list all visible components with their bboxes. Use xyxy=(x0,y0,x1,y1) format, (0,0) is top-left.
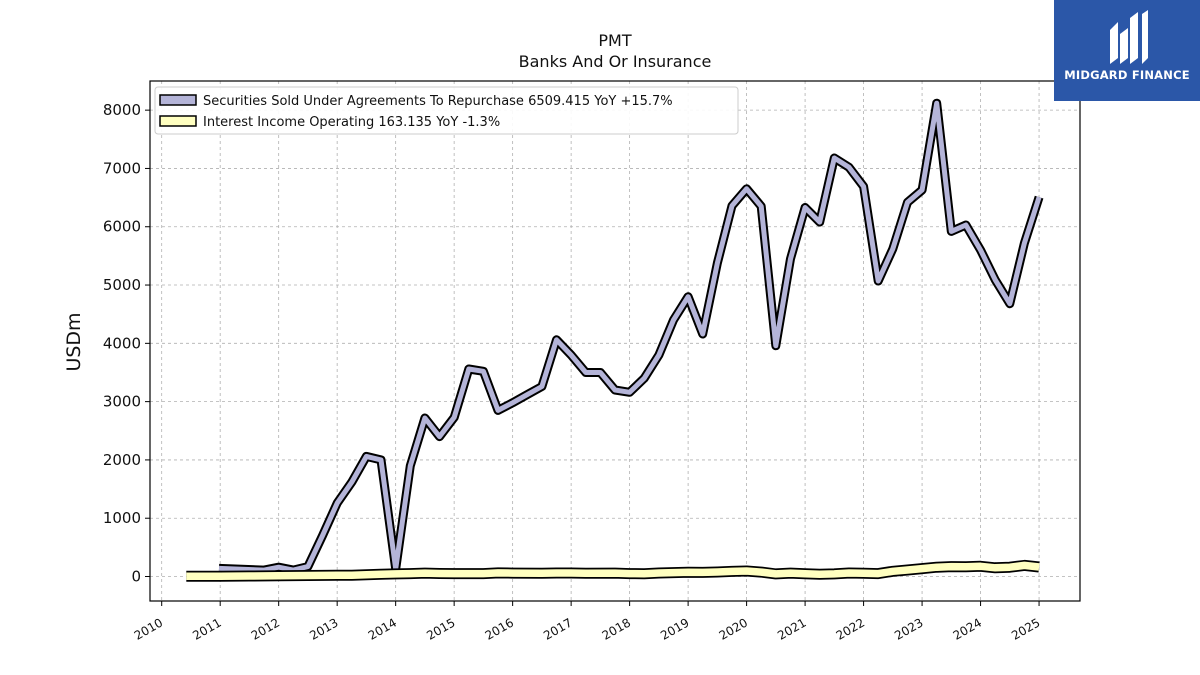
legend-box xyxy=(154,86,739,135)
y-axis-label: USDm xyxy=(63,312,85,371)
x-tick-label: 2024 xyxy=(951,615,984,642)
y-tick-label: 7000 xyxy=(103,159,141,177)
x-tick-label: 2014 xyxy=(366,615,399,642)
chart-title: PMT xyxy=(598,31,632,50)
x-tick-label: 2023 xyxy=(892,615,925,642)
series-securities-sold xyxy=(218,98,1044,575)
series-line xyxy=(186,561,1040,580)
x-tick-label: 2011 xyxy=(190,615,223,642)
x-tick-label: 2018 xyxy=(600,615,633,642)
y-tick-label: 2000 xyxy=(103,451,141,469)
y-tick-label: 5000 xyxy=(103,276,141,294)
x-tick-label: 2016 xyxy=(483,615,516,642)
chart-subtitle: Banks And Or Insurance xyxy=(518,52,712,71)
legend: Securities Sold Under Agreements To Repu… xyxy=(154,86,739,135)
series-layer xyxy=(186,98,1044,582)
x-tick-label: 2017 xyxy=(541,615,574,642)
axes-frame xyxy=(149,80,1081,602)
y-tick-label: 6000 xyxy=(103,218,141,236)
y-tick-label: 8000 xyxy=(103,101,141,119)
x-tick-label: 2010 xyxy=(132,615,165,642)
x-tick-label: 2022 xyxy=(834,615,867,642)
x-tick-label: 2015 xyxy=(424,615,457,642)
x-tick-label: 2021 xyxy=(775,615,808,642)
y-tick-label: 3000 xyxy=(103,393,141,411)
midgard-finance-logo: MIDGARD FINANCE xyxy=(1054,0,1200,101)
x-axis: 2010 2011 2012 2013 2014 2015 2016 2017 2018 2019… xyxy=(132,601,1043,643)
x-tick-label: 2019 xyxy=(658,615,691,642)
y-axis: 0 1000 2000 3000 4000 5000 6000 7000 8000 xyxy=(103,101,150,586)
series-line xyxy=(218,100,1042,573)
legend-swatch-interest-income xyxy=(159,115,197,127)
y-tick-label: 0 xyxy=(131,568,141,586)
logo-text: MIDGARD FINANCE xyxy=(1064,68,1190,82)
midgard-logo-icon xyxy=(1110,10,1148,64)
x-tick-label: 2013 xyxy=(307,615,340,642)
y-tick-label: 1000 xyxy=(103,509,141,527)
x-tick-label: 2012 xyxy=(249,615,282,642)
series-interest-income xyxy=(186,559,1040,582)
x-tick-label: 2020 xyxy=(717,615,750,642)
legend-entry-interest-income: Interest Income Operating 163.135 YoY -1… xyxy=(203,115,500,130)
y-tick-label: 4000 xyxy=(103,334,141,352)
legend-entry-securities: Securities Sold Under Agreements To Repu… xyxy=(203,94,673,109)
x-tick-label: 2025 xyxy=(1009,615,1042,642)
legend-swatch-securities xyxy=(159,94,197,106)
